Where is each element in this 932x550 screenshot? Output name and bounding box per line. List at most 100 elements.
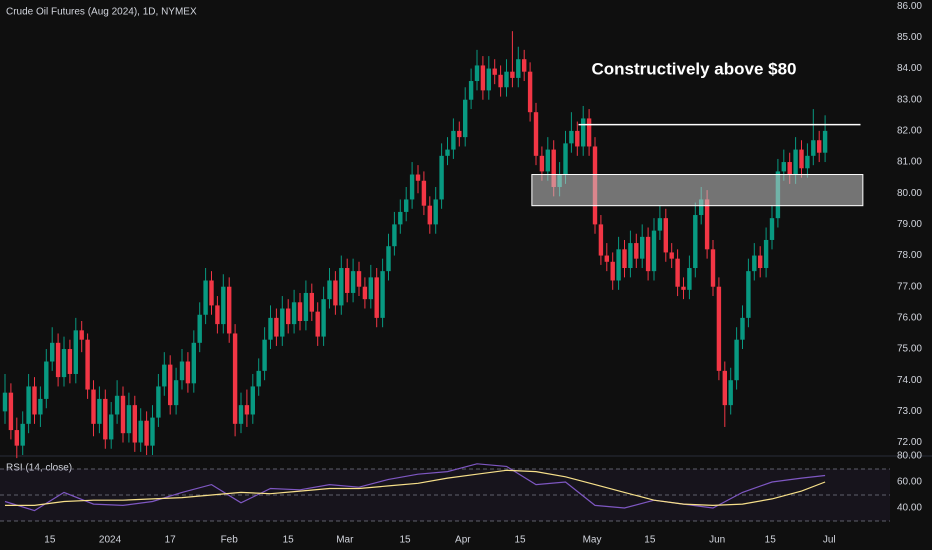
candle-body [256,370,261,387]
candle-body [427,205,432,225]
candle-body [681,286,686,290]
candle-body [50,342,55,362]
candle-body [333,280,338,306]
candle-body [805,155,810,169]
y-tick-label: 80.00 [897,188,922,199]
chart-title: Crude Oil Futures (Aug 2024), 1D, NYMEX [6,7,197,18]
candle-body [492,68,497,75]
candle-body [769,218,775,240]
x-tick-label: 15 [283,535,295,546]
candle-body [746,271,751,318]
candle-body [297,302,303,321]
y-tick-label: 83.00 [897,94,922,105]
x-tick-label: 15 [765,535,777,546]
y-tick-label: 78.00 [897,250,922,261]
candle-body [610,261,615,281]
candle-body [38,398,43,415]
y-tick-label: 72.00 [897,437,922,448]
rsi-ma-line [5,469,826,507]
candle-body [651,230,657,272]
x-tick-label: Jul [823,535,836,546]
candle-body [244,405,250,415]
candle-body [91,389,96,424]
candle-body [197,314,202,343]
candle-body [504,71,509,88]
y-tick-label: 84.00 [897,63,922,74]
candle-body [227,286,232,334]
candle-body [55,342,61,378]
candle-body [103,398,108,440]
candle-body [628,243,633,269]
y-tick-label: 81.00 [897,157,922,168]
candle-body [26,386,31,424]
candle-body [215,305,220,325]
candle-body [575,130,580,147]
candle-body [126,405,132,434]
x-tick-label: 15 [644,535,656,546]
rsi-tick-label: 60.00 [897,477,922,488]
y-tick-label: 77.00 [897,281,922,292]
candle-body [622,249,627,269]
candle-body [350,271,356,293]
x-tick-label: 15 [399,535,411,546]
x-tick-label: Jun [709,535,725,546]
y-tick-label: 76.00 [897,313,922,324]
candle-body [362,286,368,300]
candle-body [280,308,285,337]
candle-body [32,386,37,415]
candle-body [640,236,645,259]
candle-body [758,255,763,269]
x-tick-label: May [583,535,602,546]
candle-body [315,311,320,337]
candle-body [97,398,102,424]
candle-body [569,130,574,144]
candle-body [291,302,297,325]
candle-body [20,423,25,446]
y-tick-label: 82.00 [897,126,922,137]
candle-body [374,277,379,318]
candle-body [604,255,609,262]
x-tick-label: 15 [44,535,56,546]
y-tick-label: 74.00 [897,375,922,386]
candle-body [404,199,409,212]
y-tick-label: 85.00 [897,32,922,43]
candle-body [286,308,291,325]
candle-body [533,112,539,156]
candle-body [85,339,90,390]
candle-body [421,180,427,206]
candle-body [61,349,67,378]
candle-body [339,268,344,306]
candle-body [716,286,722,371]
candle-body [185,361,191,384]
candle-body [238,405,244,424]
candle-body [539,155,545,172]
candle-body [303,292,309,321]
candle-body [817,140,822,153]
candle-body [728,380,733,406]
candle-body [675,258,680,287]
candle-body [787,162,792,175]
candle-body [392,224,397,247]
candle-body [179,361,185,381]
y-tick-label: 73.00 [897,406,922,417]
candle-body [132,405,137,443]
candle-body [822,130,828,153]
candle-body [551,149,556,187]
x-tick-label: 17 [165,535,177,546]
candle-body [645,236,651,272]
candle-body [445,149,450,156]
candle-body [250,386,255,415]
candle-body [415,174,421,181]
candle-body [398,211,403,225]
candle-body [781,162,786,172]
candle-body [699,199,704,216]
candle-body [616,249,621,281]
candle-body [498,74,503,88]
candle-body [203,280,208,315]
candle-body [704,199,710,250]
candle-body [386,246,391,272]
candle-body [368,277,373,300]
rsi-tick-label: 80.00 [897,451,922,462]
rsi-tick-label: 40.00 [897,503,922,514]
